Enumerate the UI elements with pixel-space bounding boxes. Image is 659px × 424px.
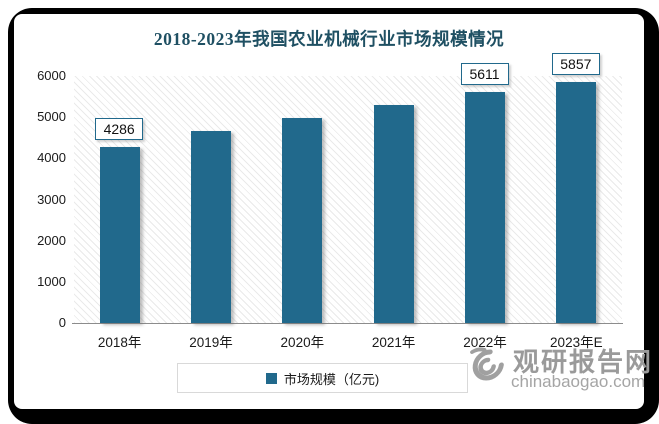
legend: 市场规模（亿元)	[177, 363, 468, 393]
bar	[99, 146, 140, 323]
legend-label: 市场规模（亿元)	[283, 371, 380, 387]
x-axis-tick-label: 2021年	[371, 335, 416, 350]
x-axis-tick-label: 2022年	[463, 335, 507, 350]
bar-data-label: 4286	[95, 117, 144, 140]
bar	[373, 105, 414, 323]
watermark: 观研报告网 chinabaogao.com	[461, 342, 651, 404]
x-axis-tick-label: 2020年	[280, 335, 325, 350]
y-axis-tick-label: 0	[58, 315, 66, 330]
bar	[282, 118, 323, 323]
y-axis-tick-label: 6000	[37, 68, 66, 83]
chart-title: 2018-2023年我国农业机械行业市场规模情况	[153, 29, 505, 49]
y-axis-tick-label: 5000	[37, 109, 66, 125]
legend-swatch-icon	[265, 372, 277, 384]
y-axis-tick-label: 4000	[37, 150, 66, 166]
bar	[191, 130, 231, 323]
y-axis-tick-label: 1000	[37, 273, 66, 289]
plot-area	[74, 76, 622, 323]
chart-canvas: 2018-2023年我国农业机械行业市场规模情况 0 1000 2000 3000 40…	[14, 14, 651, 409]
x-axis-line	[72, 323, 623, 324]
chart-area: 0 1000 2000 3000 4000 5000 6000 4286 2018年 2019年 2…	[14, 14, 644, 409]
watermark-swirl-icon	[470, 347, 504, 381]
bar	[556, 81, 597, 323]
watermark-name: 观研报告网	[513, 347, 654, 377]
bar	[465, 92, 505, 323]
bar-data-label: 5857	[551, 52, 600, 75]
watermark-domain: chinabaogao.com	[511, 372, 646, 391]
y-axis-tick-label: 3000	[37, 191, 66, 207]
x-axis-tick-label: 2023年E	[550, 335, 603, 350]
y-axis-tick-label: 2000	[37, 232, 66, 248]
x-axis-tick-label: 2018年	[97, 335, 142, 350]
x-axis-tick-label: 2019年	[189, 335, 233, 350]
bar-data-label: 5611	[460, 63, 509, 85]
